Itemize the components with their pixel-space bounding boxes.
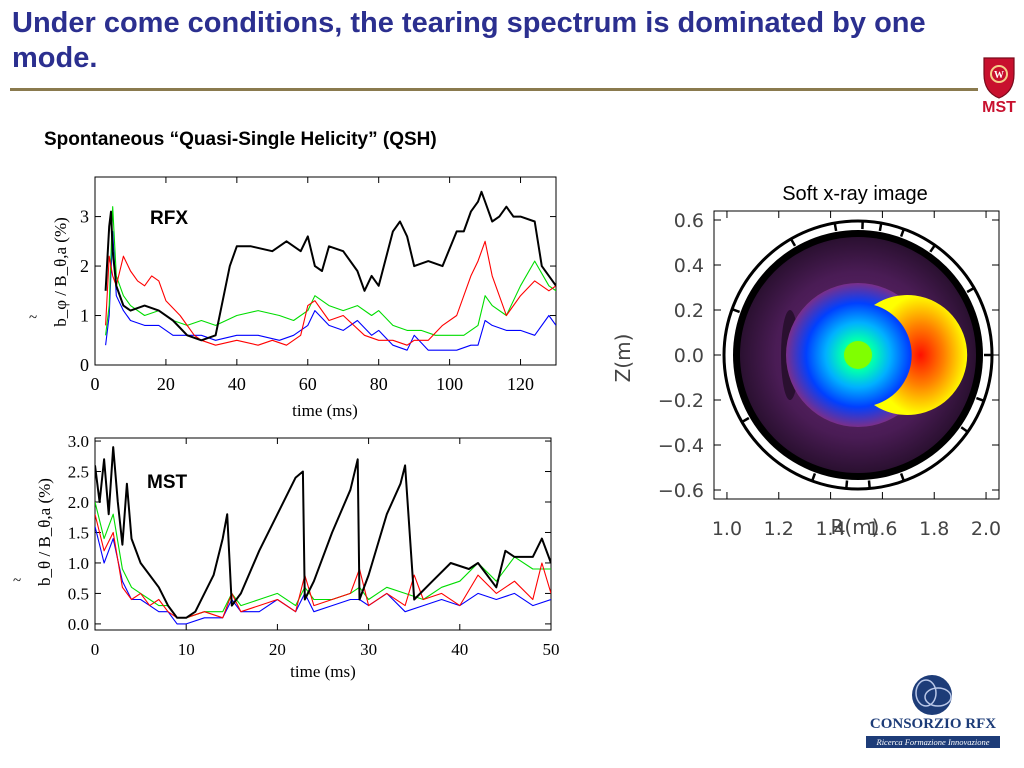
sxr-ytick-label: −0.2 <box>658 390 704 412</box>
sxr-hot-crescent <box>874 295 968 416</box>
sxr-port-mark <box>833 222 838 232</box>
mst-ylabel: b_θ / B_θ,a (%) <box>35 478 54 586</box>
mst-series-line-0 <box>95 446 551 619</box>
mst-plot-frame <box>94 437 552 631</box>
rfx-xtick-label: 20 <box>157 374 175 394</box>
rfx-axis-ticks: 0 20 40 60 80 100 120 0 1 2 3 <box>80 177 556 394</box>
sxr-xlabel: R(m) <box>831 515 880 539</box>
mst-xtick-label: 50 <box>543 640 560 659</box>
sxr-port-mark <box>966 286 975 294</box>
sxr-xtick-label: 1.4 <box>815 518 845 540</box>
mst-ytick-label: 3.0 <box>68 432 89 451</box>
sxr-port-mark <box>789 238 797 247</box>
rfx-series-line-2 <box>105 206 556 336</box>
sxr-xtick-label: 1.0 <box>712 518 742 540</box>
mst-series-line-1 <box>95 514 551 619</box>
rfx-series-line-0 <box>104 190 556 342</box>
mst-series-group <box>95 446 551 625</box>
slide-subtitle: Spontaneous “Quasi-Single Helicity” (QSH… <box>44 129 437 150</box>
rfx-ylabel-tilde: ~ <box>29 310 37 326</box>
consorzio-orb-icon <box>912 675 952 715</box>
mst-xtick-label: 0 <box>91 640 100 659</box>
rfx-series-line-1 <box>105 240 556 346</box>
crest-letter-icon: W <box>994 70 1004 81</box>
rfx-ytick-label: 0 <box>80 355 89 375</box>
sxr-port-mark <box>731 307 741 314</box>
rfx-xtick-label: 0 <box>91 374 100 394</box>
mst-panel: 0 10 20 30 40 50 0.0 0.5 1.0 1.5 2.0 2.5 3.0 MST tim… <box>13 432 560 681</box>
consorzio-name: CONSORZIO RFX <box>869 716 997 732</box>
sxr-port-mark <box>975 396 985 403</box>
mst-xtick-label: 20 <box>269 640 286 659</box>
sxr-port-ticks <box>731 221 992 489</box>
rfx-plot-frame <box>94 176 557 366</box>
badger-crest-icon <box>983 57 1015 99</box>
rfx-ytick-label: 1 <box>80 306 89 326</box>
sxr-ytick-label: −0.6 <box>658 480 704 502</box>
rfx-ylabel: b_φ / B_θ,a (%) <box>51 217 70 327</box>
rfx-xtick-label: 40 <box>228 374 246 394</box>
rfx-xtick-label: 60 <box>299 374 317 394</box>
rfx-xtick-label: 120 <box>507 374 534 394</box>
rfx-ytick-label: 3 <box>80 207 89 227</box>
sxr-title: Soft x-ray image <box>782 183 928 205</box>
sxr-ytick-label: 0.2 <box>674 300 704 322</box>
sxr-ytick-label: 0.6 <box>674 210 704 232</box>
sxr-xtick-label: 1.8 <box>919 518 949 540</box>
sxr-ytick-label: −0.4 <box>658 435 704 457</box>
mst-ytick-label: 1.5 <box>68 523 89 542</box>
mst-ytick-label: 2.5 <box>68 463 89 482</box>
mst-ytick-label: 2.0 <box>68 493 89 512</box>
consorzio-logo <box>912 675 952 715</box>
sxr-port-mark <box>741 416 750 424</box>
rfx-xlabel: time (ms) <box>292 401 358 420</box>
sxr-emission-group <box>740 237 976 473</box>
sxr-core-spot <box>844 341 872 369</box>
mst-logo-text: MST <box>982 99 1016 116</box>
mst-xtick-label: 30 <box>360 640 377 659</box>
rfx-series-line-3 <box>105 230 556 351</box>
rfx-xtick-label: 80 <box>370 374 388 394</box>
sxr-ytick-label: 0.4 <box>674 255 704 277</box>
sxr-port-mark <box>899 228 906 238</box>
sxr-ylabel: Z(m) <box>611 334 635 383</box>
sxr-xtick-label: 1.6 <box>867 518 897 540</box>
sxr-port-mark <box>960 426 969 433</box>
sxr-panel: Soft x-ray image 1.0 1.2 1.4 1.6 1.8 2.0 0.6 0.… <box>611 183 1001 540</box>
rfx-ytick-label: 2 <box>80 256 89 276</box>
mst-ylabel-tilde: ~ <box>13 573 21 589</box>
slide-title: Under come conditions, the tearing spect… <box>12 7 926 74</box>
sxr-port-mark <box>810 472 817 482</box>
mst-axis-ticks: 0 10 20 30 40 50 0.0 0.5 1.0 1.5 2.0 2.5 3.0 <box>68 432 560 659</box>
sxr-xtick-label: 2.0 <box>971 518 1001 540</box>
consorzio-orbit-a-icon <box>915 679 937 707</box>
crest-ring-icon <box>990 65 1008 83</box>
mst-xlabel: time (ms) <box>290 662 356 681</box>
sxr-port-mark <box>878 222 883 232</box>
sxr-port-mark <box>867 480 871 489</box>
mst-ytick-label: 0.0 <box>68 615 89 634</box>
rfx-label: RFX <box>150 208 188 229</box>
sxr-ytick-label: 0.0 <box>674 345 704 367</box>
mst-logo: W MST <box>982 57 1016 116</box>
mst-label: MST <box>147 472 188 493</box>
sxr-port-mark <box>899 472 906 482</box>
title-divider <box>10 88 978 91</box>
sxr-port-mark <box>929 244 936 253</box>
rfx-series-group <box>104 190 556 351</box>
sxr-axis-ticks: 1.0 1.2 1.4 1.6 1.8 2.0 0.6 0.4 0.2 0.0 −0.2 −0.4 −0… <box>658 210 1001 540</box>
mst-ytick-label: 1.0 <box>68 554 89 573</box>
rfx-xtick-label: 100 <box>436 374 463 394</box>
sxr-xtick-label: 1.2 <box>764 518 794 540</box>
consorzio-tagline: Ricerca Formazione Innovazione <box>866 736 1000 748</box>
mst-ytick-label: 0.5 <box>68 584 89 603</box>
mst-xtick-label: 40 <box>451 640 468 659</box>
sxr-port-mark <box>845 480 849 489</box>
mst-series-line-2 <box>95 501 551 619</box>
mst-xtick-label: 10 <box>178 640 195 659</box>
rfx-panel: 0 20 40 60 80 100 120 0 1 2 3 RFX time (ms) b_φ / … <box>29 176 557 420</box>
consorzio-orbit-b-icon <box>924 687 952 707</box>
